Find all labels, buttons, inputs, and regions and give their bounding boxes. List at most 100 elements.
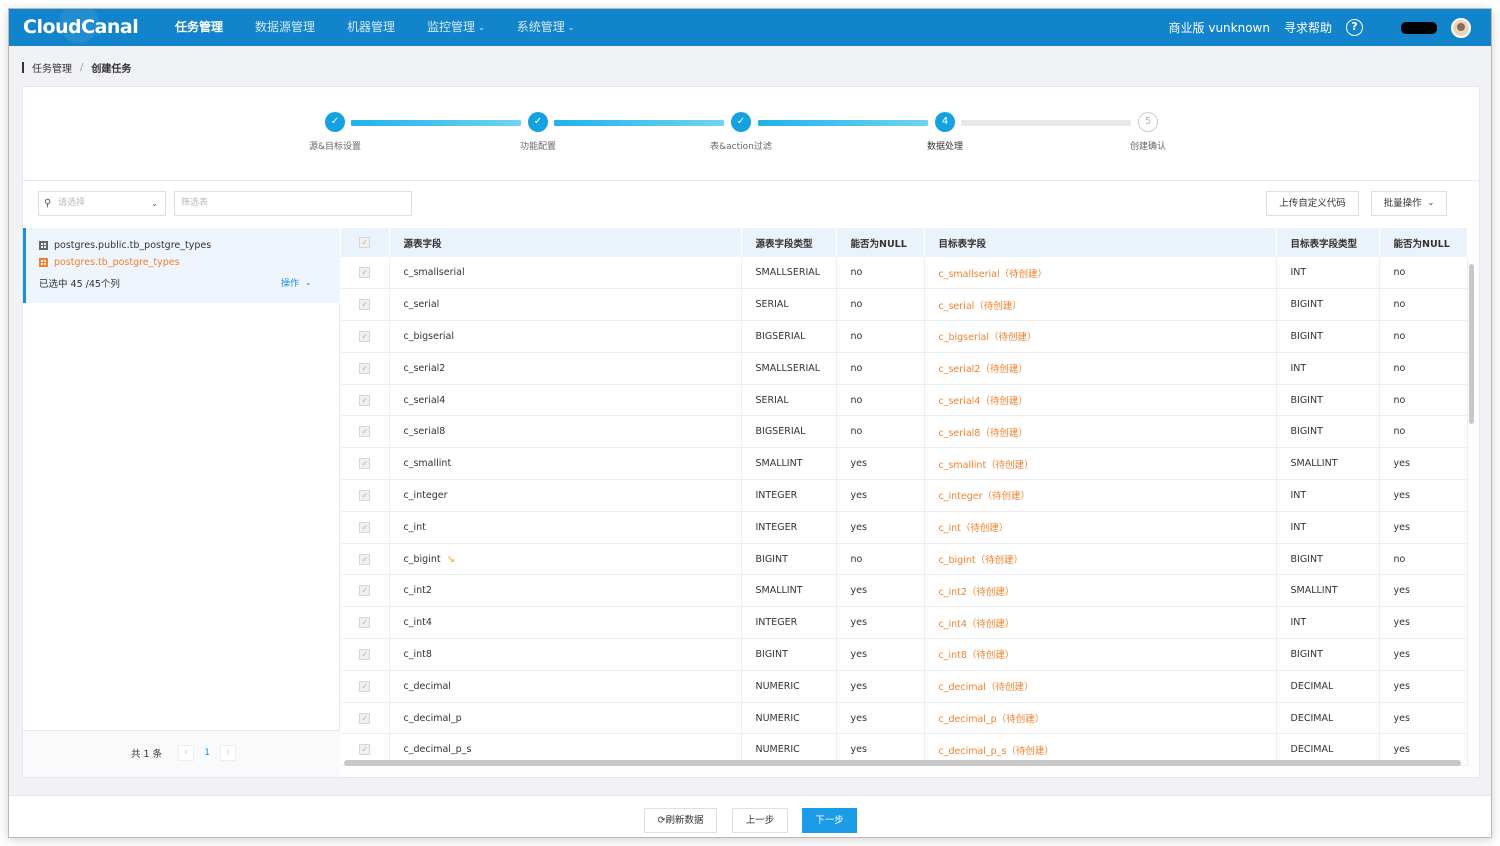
tgt-type-cell: INT xyxy=(1276,479,1380,512)
prev-step-label: 上一步 xyxy=(745,815,775,826)
row-checkbox[interactable]: ✓ xyxy=(341,511,390,544)
row-checkbox[interactable]: ✓ xyxy=(341,574,390,608)
nav-item-tasks[interactable]: 任务管理 xyxy=(175,20,224,34)
src-type-cell: INTEGER xyxy=(741,606,837,640)
select-all-checkbox[interactable]: ✓ xyxy=(341,228,390,257)
tgt-field-cell[interactable]: c_serial2（待创建） xyxy=(924,352,1277,385)
step-3-label: 表&action过滤 xyxy=(710,142,772,152)
src-type-cell: SMALLINT xyxy=(741,447,837,481)
table-op-dropdown[interactable]: 操作 ⌄ xyxy=(281,276,312,289)
help-link[interactable]: 寻求帮助 xyxy=(1283,21,1332,35)
tgt-field-cell[interactable]: c_int8（待创建） xyxy=(924,638,1277,671)
row-checkbox[interactable]: ✓ xyxy=(341,288,390,322)
tgt-field-cell[interactable]: c_smallserial（待创建） xyxy=(924,257,1277,290)
nav-item-monitoring[interactable]: 监控管理 ⌄ xyxy=(411,9,501,46)
breadcrumb-parent[interactable]: 任务管理 xyxy=(32,64,72,75)
table-row[interactable]: ✓ c_decimal_p NUMERIC yes c_decimal_p（待创建） DE… xyxy=(341,702,1468,735)
vertical-scrollbar[interactable] xyxy=(1469,264,1474,424)
avatar[interactable] xyxy=(1451,17,1471,38)
tgt-field-cell[interactable]: c_bigserial（待创建） xyxy=(924,320,1277,353)
table-filter-input[interactable]: 筛选表 xyxy=(174,191,412,216)
table-row[interactable]: ✓ c_decimal NUMERIC yes c_decimal（待创建） DECIMA… xyxy=(341,670,1468,703)
tgt-field-cell[interactable]: c_serial（待创建） xyxy=(924,288,1277,322)
next-page-button[interactable]: › xyxy=(220,745,237,761)
row-checkbox[interactable]: ✓ xyxy=(341,606,390,640)
row-checkbox[interactable]: ✓ xyxy=(341,384,390,417)
row-checkbox[interactable]: ✓ xyxy=(341,447,390,481)
tgt-field-cell[interactable]: c_smallint（待创建） xyxy=(924,447,1277,481)
src-field-cell: c_serial xyxy=(389,288,742,322)
wrench-icon[interactable]: ↘ xyxy=(446,553,455,565)
nav-item-machines[interactable]: 机器管理 xyxy=(347,20,396,34)
table-row[interactable]: ✓ c_bigint ↘ BIGINT no c_bigint（待创建） BIGINT no xyxy=(341,543,1468,576)
table-row[interactable]: ✓ c_smallserial SMALLSERIAL no c_smallserial… xyxy=(341,257,1468,290)
prev-step-button[interactable]: 上一步 xyxy=(732,808,788,833)
row-checkbox[interactable]: ✓ xyxy=(341,415,390,449)
batch-ops-label: 批量操作 xyxy=(1383,198,1422,209)
batch-ops-button[interactable]: 批量操作 ⌄ xyxy=(1371,191,1447,216)
table-row[interactable]: ✓ c_int2 SMALLINT yes c_int2（待创建） SMALLINT yes xyxy=(341,574,1468,608)
db-select-placeholder: 请选择 xyxy=(58,198,86,208)
table-row[interactable]: ✓ c_serial8 BIGSERIAL no c_serial8（待创建） BIGIN… xyxy=(341,415,1468,449)
row-checkbox[interactable]: ✓ xyxy=(341,543,390,576)
tgt-type-cell: BIGINT xyxy=(1276,638,1380,671)
tgt-field-cell[interactable]: c_int2（待创建） xyxy=(924,574,1277,608)
table-row[interactable]: ✓ c_int4 INTEGER yes c_int4（待创建） INT yes xyxy=(341,606,1468,640)
row-checkbox[interactable]: ✓ xyxy=(341,352,390,385)
pagination-area: 共 1 条 ‹ 1 › xyxy=(23,730,340,777)
app-logo[interactable]: CloudCanal xyxy=(23,16,139,38)
table-row[interactable]: ✓ c_integer INTEGER yes c_integer（待创建） INT yes xyxy=(341,479,1468,512)
prev-page-button[interactable]: ‹ xyxy=(178,745,195,761)
tgt-field-cell[interactable]: c_decimal（待创建） xyxy=(924,670,1277,703)
next-step-button[interactable]: 下一步 xyxy=(802,808,857,833)
table-row[interactable]: ✓ c_int8 BIGINT yes c_int8（待创建） BIGINT yes xyxy=(341,638,1468,671)
horizontal-scrollbar[interactable] xyxy=(344,760,1461,766)
src-type-cell: BIGSERIAL xyxy=(741,320,837,353)
page-number[interactable]: 1 xyxy=(204,748,210,758)
src-null-cell: no xyxy=(836,288,925,322)
chevron-down-icon: ⌄ xyxy=(567,23,575,32)
tgt-field-cell[interactable]: c_serial4（待创建） xyxy=(924,384,1277,417)
table-row[interactable]: ✓ c_serial2 SMALLSERIAL no c_serial2（待创建） INT… xyxy=(341,352,1468,385)
src-null-cell: no xyxy=(836,543,925,576)
src-type-cell: BIGSERIAL xyxy=(741,415,837,449)
tgt-type-cell: BIGINT xyxy=(1276,320,1380,353)
row-checkbox[interactable]: ✓ xyxy=(341,702,390,735)
row-checkbox[interactable]: ✓ xyxy=(341,257,390,290)
src-type-cell: SMALLSERIAL xyxy=(741,257,837,290)
table-row[interactable]: ✓ c_serial SERIAL no c_serial（待创建） BIGINT no xyxy=(341,288,1468,322)
tgt-field-cell[interactable]: c_decimal_p（待创建） xyxy=(924,702,1277,735)
table-row[interactable]: ✓ c_serial4 SERIAL no c_serial4（待创建） BIGINT no xyxy=(341,384,1468,417)
table-row[interactable]: ✓ c_smallint SMALLINT yes c_smallint（待创建） SMA… xyxy=(341,447,1468,481)
next-step-label: 下一步 xyxy=(815,815,844,826)
tgt-type-cell: INT xyxy=(1276,257,1380,290)
row-checkbox[interactable]: ✓ xyxy=(341,320,390,353)
tgt-field-cell[interactable]: c_integer（待创建） xyxy=(924,479,1277,512)
tgt-field-cell[interactable]: c_int4（待创建） xyxy=(924,606,1277,640)
src-null-cell: yes xyxy=(836,447,925,481)
src-field-cell: c_serial4 xyxy=(389,384,742,417)
src-field-cell: c_serial2 xyxy=(389,352,742,385)
main-nav: 任务管理 数据源管理 机器管理 监控管理 ⌄ 系统管理 ⌄ xyxy=(159,9,590,46)
row-checkbox[interactable]: ✓ xyxy=(341,479,390,512)
refresh-button[interactable]: ⟳刷新数据 xyxy=(644,808,717,833)
nav-item-datasources[interactable]: 数据源管理 xyxy=(255,20,316,34)
db-select[interactable]: ⚲ 请选择 ⌄ xyxy=(38,191,166,216)
tgt-field-cell[interactable]: c_int（待创建） xyxy=(924,511,1277,544)
help-icon[interactable]: ? xyxy=(1346,19,1363,36)
tgt-field-cell[interactable]: c_serial8（待创建） xyxy=(924,415,1277,449)
table-list-item[interactable]: postgres.public.tb_postgre_types postgre… xyxy=(23,228,340,303)
src-field-cell: c_integer xyxy=(389,479,742,512)
tgt-null-cell: yes xyxy=(1379,574,1468,608)
nav-item-system[interactable]: 系统管理 ⌄ xyxy=(501,9,591,46)
column-mapping-table: ✓ 源表字段 源表字段类型 能否为NULL 目标表字段 目标表字段类型 能否为N… xyxy=(341,228,1479,772)
chevron-down-icon: ⌄ xyxy=(151,199,158,208)
src-field-cell: c_decimal xyxy=(389,670,742,703)
row-checkbox[interactable]: ✓ xyxy=(341,638,390,671)
table-row[interactable]: ✓ c_int INTEGER yes c_int（待创建） INT yes xyxy=(341,511,1468,544)
tgt-field-cell[interactable]: c_bigint（待创建） xyxy=(924,543,1277,576)
upload-code-button[interactable]: 上传自定义代码 xyxy=(1266,191,1359,216)
src-null-cell: yes xyxy=(836,702,925,735)
table-row[interactable]: ✓ c_bigserial BIGSERIAL no c_bigserial（待创建） B… xyxy=(341,320,1468,353)
row-checkbox[interactable]: ✓ xyxy=(341,670,390,703)
